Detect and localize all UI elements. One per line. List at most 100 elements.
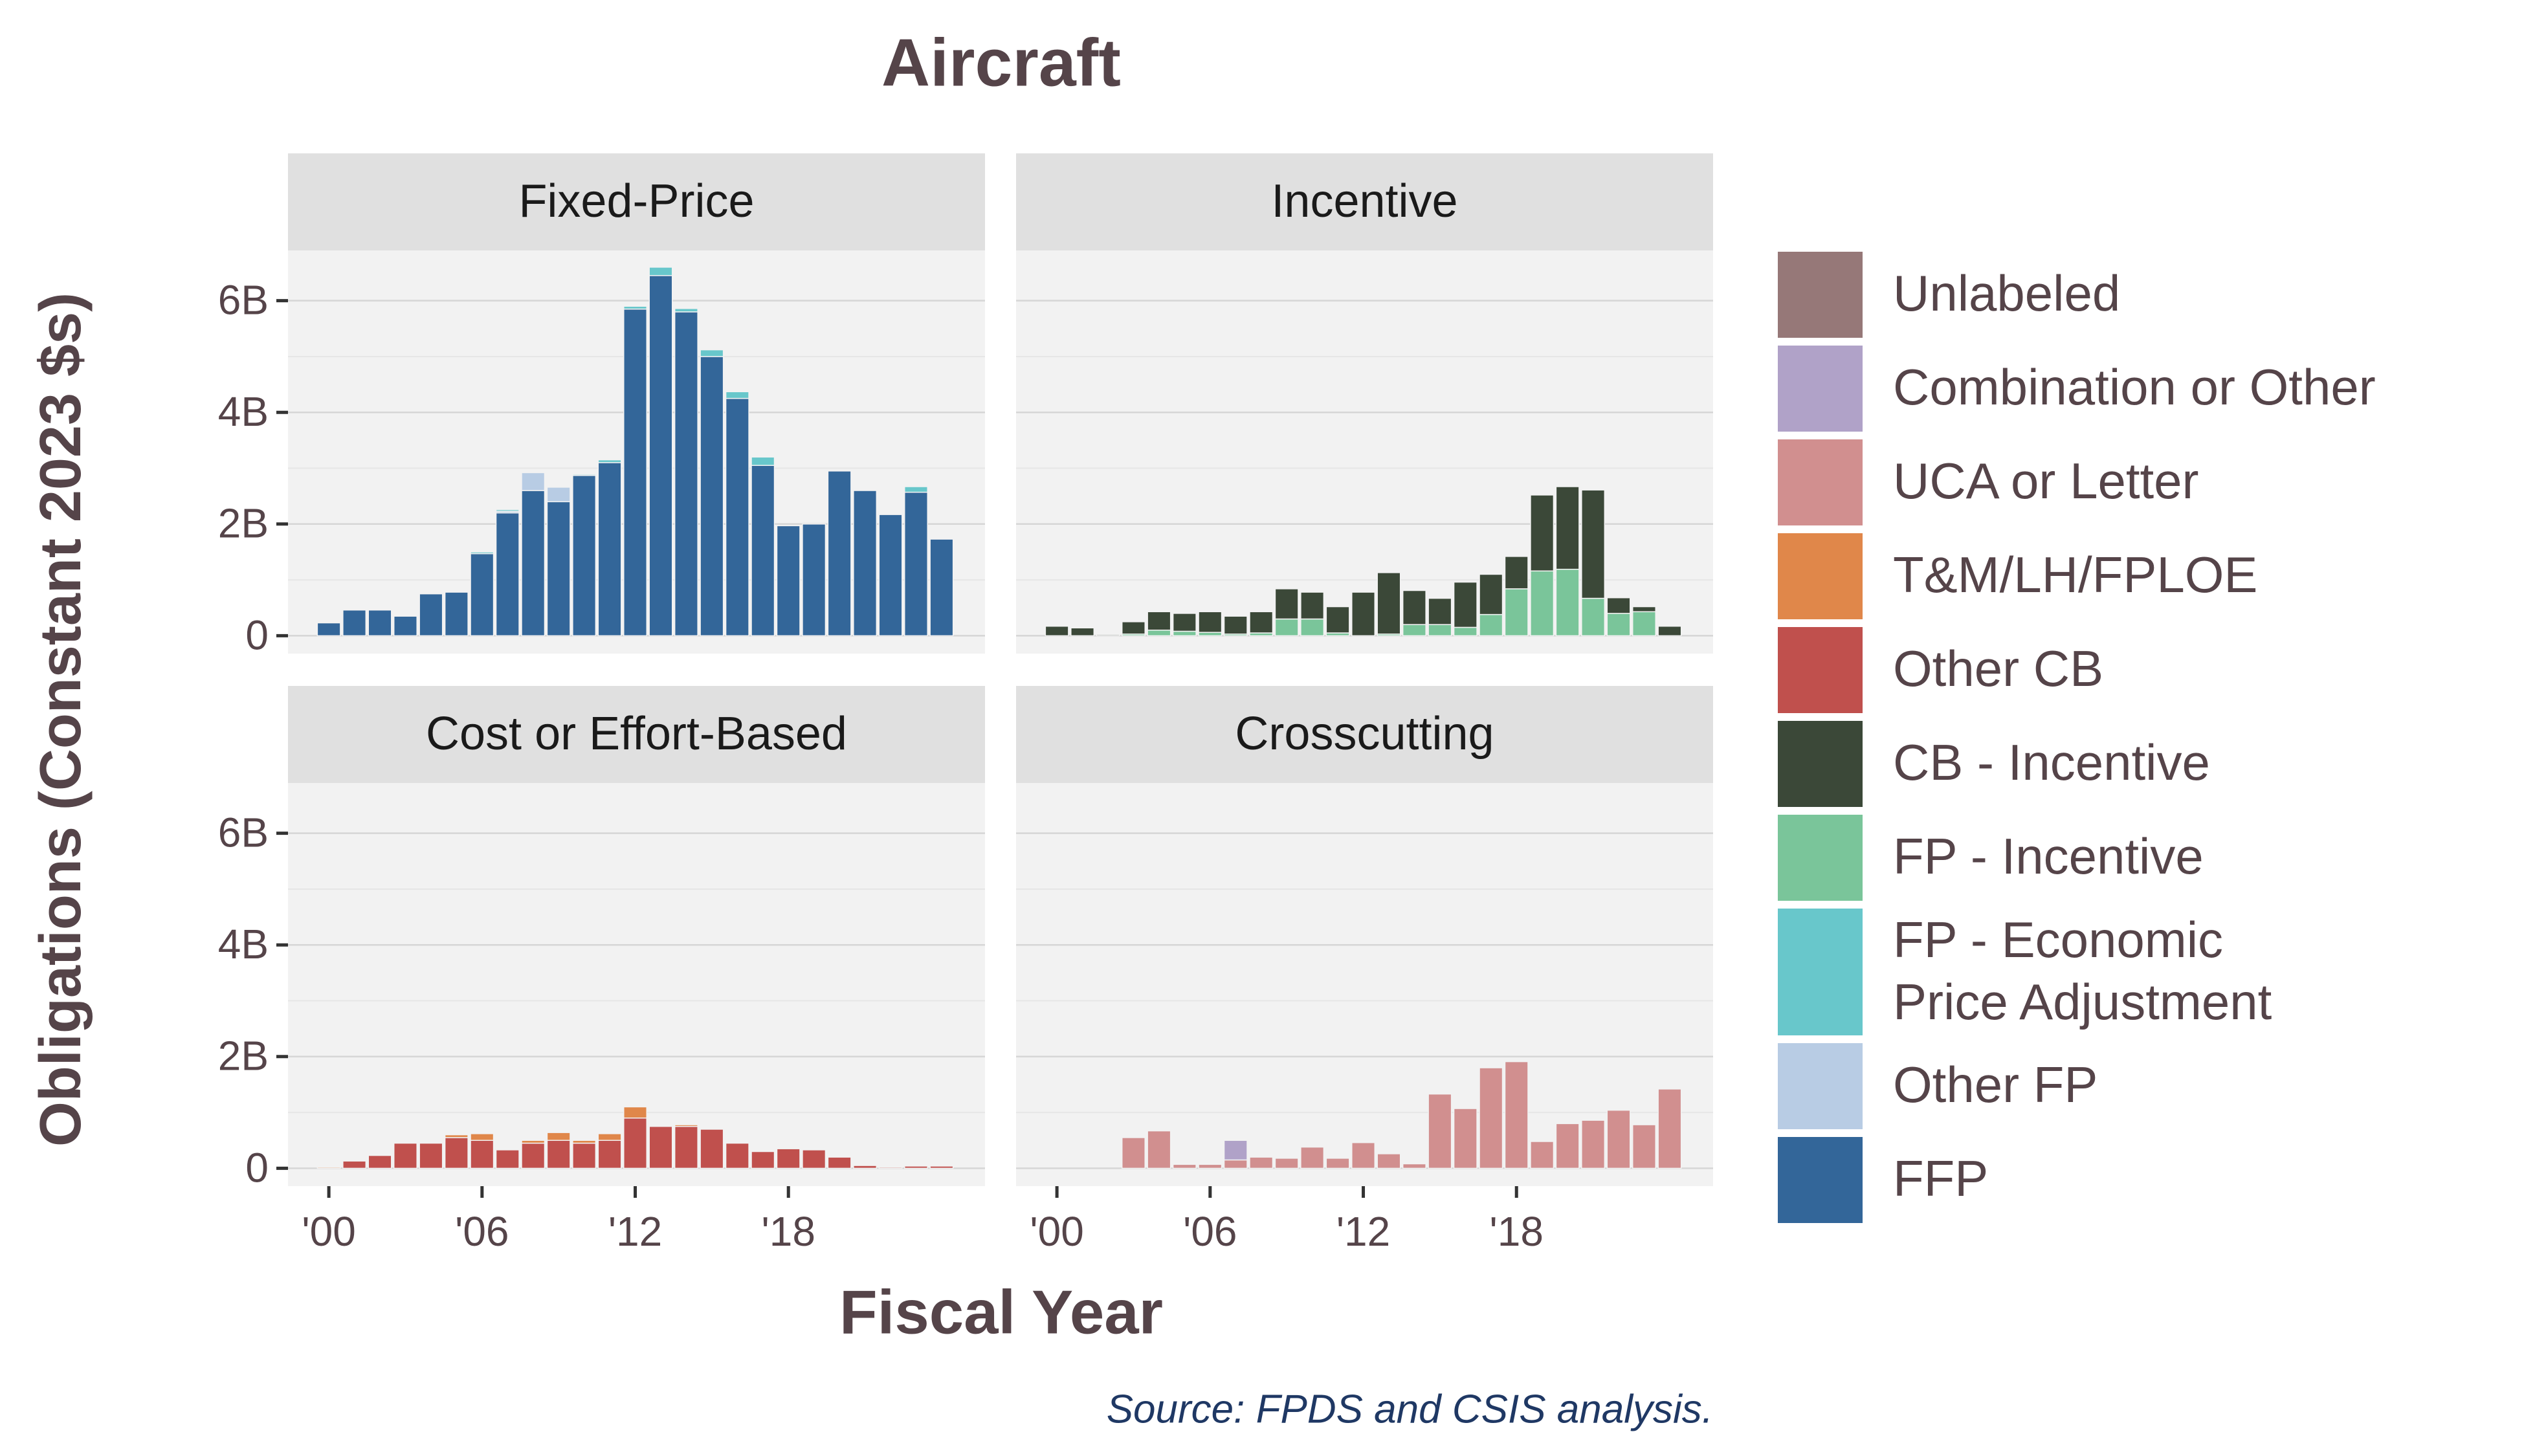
bar-segment — [1325, 1158, 1350, 1169]
bar-segment — [751, 1151, 775, 1169]
bar-segment — [546, 1140, 571, 1169]
bar-segment — [725, 391, 749, 399]
bar-segment — [546, 501, 571, 637]
bar-segment — [1402, 590, 1426, 625]
bar-segment — [700, 356, 724, 637]
y-tick-label: 6B — [218, 277, 269, 324]
bar-segment — [1147, 630, 1171, 637]
bar-segment — [444, 1137, 469, 1169]
bar-segment — [1121, 621, 1146, 635]
x-tick-label: '12 — [608, 1208, 662, 1255]
bar-segment — [470, 1133, 494, 1141]
x-tick-label: '18 — [762, 1208, 815, 1255]
bar-segment — [827, 1156, 852, 1169]
x-tick-label: '06 — [455, 1208, 509, 1255]
bar-segment — [597, 459, 622, 463]
bar-segment — [1530, 494, 1555, 572]
bar-segment — [316, 1166, 341, 1169]
y-tick-label: 4B — [218, 388, 269, 435]
bar-segment — [853, 1165, 878, 1169]
bar-segment — [878, 514, 903, 637]
panel-background — [1016, 783, 1713, 1186]
source-note: Source: FPDS and CSIS analysis. — [1107, 1387, 1713, 1431]
x-tick-label: '18 — [1490, 1208, 1544, 1255]
bar-segment — [1555, 486, 1580, 570]
bar-segment — [623, 1117, 648, 1169]
bar-segment — [1274, 588, 1299, 620]
bar-segment — [1479, 1067, 1503, 1169]
legend-label: CB - Incentive — [1893, 734, 2210, 791]
x-tick-label: '06 — [1183, 1208, 1237, 1255]
bar-segment — [751, 465, 775, 637]
bar-segment — [368, 1154, 392, 1169]
bar-segment — [1300, 591, 1325, 620]
bar-segment — [1581, 1120, 1606, 1169]
bar-segment — [1632, 1124, 1656, 1169]
bar-segment — [1377, 572, 1401, 635]
bar-segment — [444, 1134, 469, 1138]
bar-segment — [878, 1166, 903, 1169]
x-tick-label: '00 — [1030, 1208, 1083, 1255]
bar-segment — [1555, 568, 1580, 637]
bar-segment — [1325, 606, 1350, 634]
bar-segment — [495, 1149, 520, 1169]
bar-segment — [1581, 597, 1606, 637]
bar-segment — [1096, 634, 1120, 637]
bar-segment — [1223, 615, 1248, 635]
bar-segment — [1274, 618, 1299, 637]
bar-segment — [674, 311, 698, 637]
bar-segment — [623, 308, 648, 637]
bar-segment — [1657, 625, 1682, 637]
bar-segment — [1606, 1109, 1631, 1169]
bar-segment — [929, 538, 954, 637]
legend-key — [1775, 343, 1865, 434]
bar-segment — [1249, 1156, 1274, 1169]
bar-segment — [700, 1129, 724, 1169]
bar-segment — [1351, 1142, 1376, 1169]
bar-segment — [572, 1142, 597, 1169]
y-tick-label: 2B — [218, 500, 269, 547]
bar-segment — [903, 491, 928, 637]
bar-segment — [1428, 1093, 1452, 1169]
bar-segment — [853, 490, 878, 637]
facet-title: Crosscutting — [1235, 708, 1494, 760]
bar-segment — [929, 1165, 954, 1169]
bar-segment — [903, 1165, 928, 1169]
bar-segment — [1479, 613, 1503, 637]
bar-segment — [1300, 618, 1325, 637]
legend-label-line: FP - Economic — [1893, 911, 2223, 968]
bar-segment — [1223, 1159, 1248, 1169]
bar-segment — [470, 553, 494, 637]
facet-title: Cost or Effort-Based — [426, 708, 847, 760]
bar-segment — [495, 509, 520, 512]
bar-segment — [674, 1125, 698, 1169]
bar-segment — [1453, 581, 1478, 628]
legend-key — [1775, 437, 1865, 528]
bar-segment — [1172, 1164, 1197, 1169]
bar-segment — [444, 591, 469, 637]
legend-label: Other FP — [1893, 1056, 2098, 1113]
bar-segment — [648, 1125, 673, 1169]
bar-segment — [1198, 611, 1223, 633]
bar-segment — [1045, 625, 1069, 637]
bar-segment — [368, 609, 392, 637]
bar-segment — [1172, 613, 1197, 632]
bar-segment — [597, 1140, 622, 1169]
legend-label: Combination or Other — [1893, 358, 2376, 415]
bar-segment — [1300, 1146, 1325, 1169]
facet-strip — [1016, 686, 1713, 783]
bar-segment — [546, 487, 571, 503]
bar-segment — [1172, 630, 1197, 637]
bar-segment — [316, 622, 341, 637]
bar-segment — [827, 470, 852, 637]
bar-segment — [1402, 624, 1426, 637]
facet-title: Fixed-Price — [518, 175, 754, 227]
facet-strip — [288, 686, 985, 783]
bar-segment — [1632, 611, 1656, 637]
legend-label: T&M/LH/FPLOE — [1893, 546, 2257, 603]
facet-strip — [1016, 153, 1713, 250]
chart-title: Aircraft — [881, 25, 1121, 100]
bar-segment — [546, 1132, 571, 1141]
